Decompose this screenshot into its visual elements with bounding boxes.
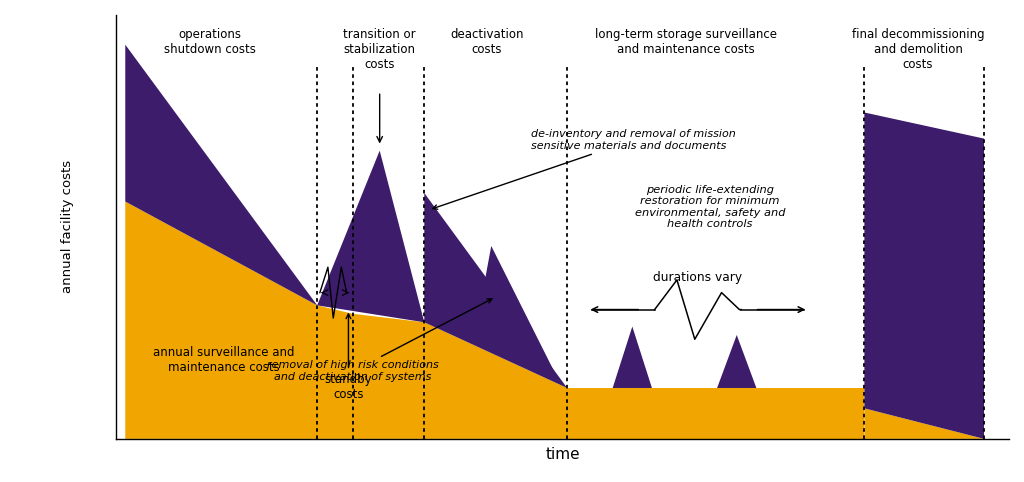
Text: de-inventory and removal of mission
sensitive materials and documents: de-inventory and removal of mission sens… bbox=[433, 129, 736, 209]
Polygon shape bbox=[424, 193, 567, 388]
Text: durations vary: durations vary bbox=[653, 271, 742, 284]
Polygon shape bbox=[864, 408, 984, 439]
Polygon shape bbox=[864, 112, 984, 439]
Text: annual surveillance and
maintenance costs: annual surveillance and maintenance cost… bbox=[153, 347, 294, 375]
Polygon shape bbox=[125, 201, 567, 439]
Polygon shape bbox=[317, 151, 424, 322]
Text: standby
costs: standby costs bbox=[325, 314, 373, 401]
Text: operations
shutdown costs: operations shutdown costs bbox=[164, 28, 256, 56]
Polygon shape bbox=[567, 388, 864, 439]
Text: deactivation
costs: deactivation costs bbox=[451, 28, 523, 56]
X-axis label: time: time bbox=[546, 447, 580, 462]
Polygon shape bbox=[125, 45, 317, 305]
Text: periodic life-extending
restoration for minimum
environmental, safety and
health: periodic life-extending restoration for … bbox=[635, 185, 785, 229]
Polygon shape bbox=[478, 246, 558, 379]
Polygon shape bbox=[612, 326, 652, 388]
Polygon shape bbox=[717, 335, 757, 388]
Text: final decommissioning
and demolition
costs: final decommissioning and demolition cos… bbox=[852, 28, 984, 71]
Text: long-term storage surveillance
and maintenance costs: long-term storage surveillance and maint… bbox=[595, 28, 777, 56]
Text: removal of high risk conditions
and deactivation of systems: removal of high risk conditions and deac… bbox=[267, 299, 492, 382]
Text: annual facility costs: annual facility costs bbox=[60, 161, 74, 294]
Text: transition or
stabilization
costs: transition or stabilization costs bbox=[343, 28, 416, 71]
